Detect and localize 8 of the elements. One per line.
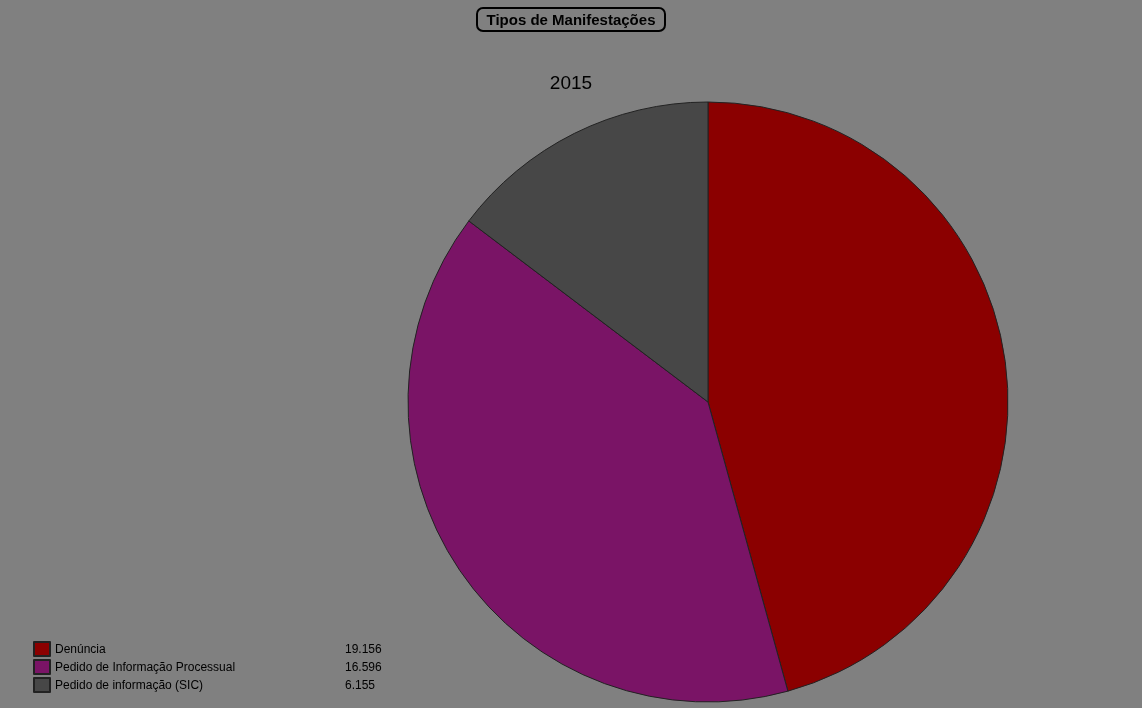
legend-label: Denúncia xyxy=(55,642,107,656)
data-label: 6.155 xyxy=(345,678,376,692)
legend-label: Pedido de Informação Processual xyxy=(55,660,236,674)
legend-label: Pedido de informação (SIC) xyxy=(55,678,204,692)
data-label: 19.156 xyxy=(345,642,383,656)
data-label: 16.596 xyxy=(345,660,383,674)
chart-subtitle: 2015 xyxy=(549,72,593,93)
chart-title: Tipos de Manifestações xyxy=(486,11,656,28)
